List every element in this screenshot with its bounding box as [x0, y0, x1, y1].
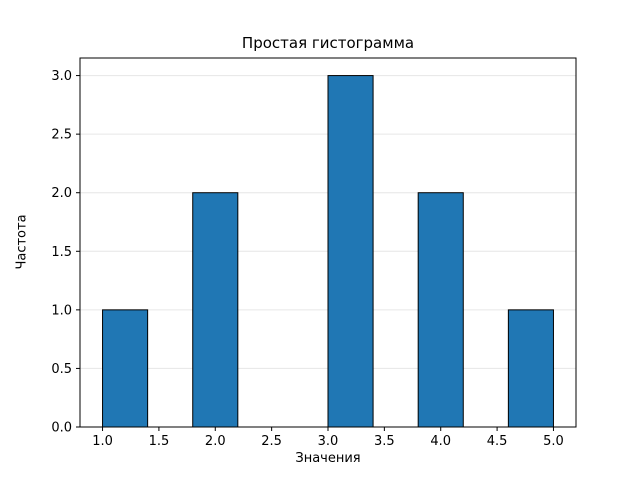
- x-tick-label: 4.0: [430, 434, 451, 449]
- histogram-bar: [327, 75, 374, 428]
- histogram-bar: [507, 309, 554, 428]
- x-axis-label: Значения: [295, 451, 361, 466]
- histogram-bar: [102, 309, 149, 428]
- y-tick-label: 0.0: [51, 421, 72, 436]
- x-tick-label: 3.5: [374, 434, 395, 449]
- x-tick-label: 1.0: [92, 434, 113, 449]
- chart-title: Простая гистограмма: [241, 34, 415, 52]
- y-tick-label: 0.5: [51, 362, 72, 377]
- y-tick-label: 1.5: [51, 245, 72, 260]
- x-tick-label: 3.0: [318, 434, 339, 449]
- x-tick-label: 5.0: [543, 434, 564, 449]
- x-tick-label: 2.5: [261, 434, 282, 449]
- y-tick-label: 3.0: [51, 69, 72, 84]
- y-tick-label: 2.0: [51, 186, 72, 201]
- y-axis-label: Частота: [14, 214, 30, 270]
- x-tick-label: 4.5: [487, 434, 508, 449]
- histogram-bar: [417, 192, 464, 428]
- x-tick-label: 1.5: [149, 434, 170, 449]
- histogram-bar: [192, 192, 239, 428]
- x-tick-label: 2.0: [205, 434, 226, 449]
- y-tick-label: 1.0: [51, 303, 72, 318]
- y-tick-label: 2.5: [51, 128, 72, 143]
